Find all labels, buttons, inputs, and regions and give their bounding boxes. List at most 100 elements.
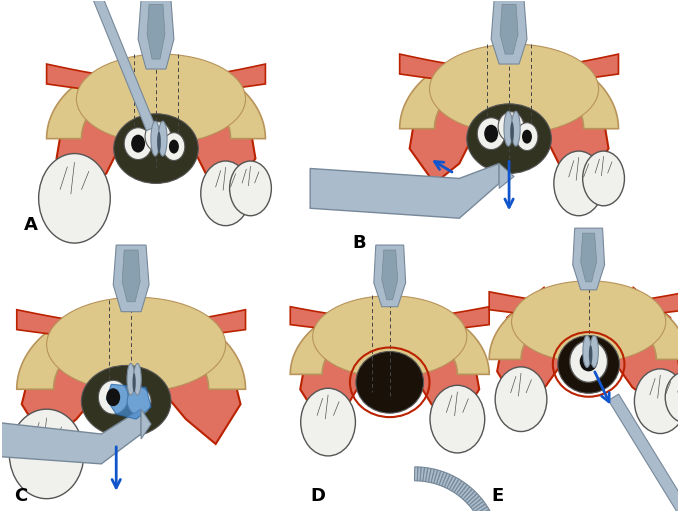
Ellipse shape [158,121,167,156]
Ellipse shape [313,296,466,377]
Ellipse shape [558,335,619,393]
Ellipse shape [583,335,591,368]
Polygon shape [491,0,527,64]
Ellipse shape [145,122,171,152]
Polygon shape [141,409,151,439]
Ellipse shape [430,386,485,453]
Ellipse shape [301,388,356,456]
Polygon shape [47,64,265,94]
Ellipse shape [504,111,513,146]
Ellipse shape [157,132,161,153]
Polygon shape [444,475,453,488]
Polygon shape [439,472,447,486]
Ellipse shape [76,54,245,143]
Polygon shape [431,469,437,483]
Text: A: A [24,216,37,234]
Polygon shape [114,245,149,312]
Text: D: D [310,487,325,505]
Polygon shape [467,494,479,505]
Ellipse shape [133,364,141,395]
Polygon shape [381,250,398,300]
Ellipse shape [39,154,110,243]
Polygon shape [477,509,491,512]
Text: B: B [352,234,366,252]
Ellipse shape [634,369,680,434]
Ellipse shape [590,335,598,368]
Polygon shape [418,467,421,481]
Ellipse shape [510,122,514,143]
Text: E: E [491,487,503,505]
Polygon shape [47,59,265,139]
Polygon shape [458,485,470,498]
Polygon shape [92,0,156,131]
Polygon shape [452,479,462,493]
Polygon shape [437,471,444,485]
Polygon shape [17,305,245,389]
Polygon shape [423,467,428,482]
Polygon shape [434,470,441,484]
Ellipse shape [131,135,145,153]
Polygon shape [544,59,609,183]
Polygon shape [161,315,241,444]
Ellipse shape [133,373,136,392]
Polygon shape [465,492,477,503]
Ellipse shape [511,281,666,362]
Polygon shape [613,288,680,407]
Polygon shape [461,487,472,499]
Ellipse shape [47,297,226,392]
Polygon shape [56,69,121,194]
Polygon shape [147,5,165,59]
Ellipse shape [570,340,607,382]
Ellipse shape [484,125,498,143]
Ellipse shape [430,44,598,134]
Polygon shape [138,0,174,69]
Ellipse shape [163,133,185,161]
Ellipse shape [466,104,551,174]
Polygon shape [290,307,489,333]
Polygon shape [500,5,518,54]
Polygon shape [449,478,459,491]
Polygon shape [456,483,467,496]
Polygon shape [499,163,514,188]
Ellipse shape [589,345,592,364]
Polygon shape [310,163,499,218]
Polygon shape [428,468,435,483]
Ellipse shape [522,130,532,143]
Polygon shape [497,288,565,407]
Polygon shape [300,305,365,424]
Polygon shape [374,245,406,307]
Ellipse shape [665,371,680,423]
Polygon shape [573,228,605,290]
Polygon shape [489,292,680,317]
Polygon shape [414,467,418,481]
Ellipse shape [169,140,179,154]
Ellipse shape [511,111,520,146]
Ellipse shape [505,119,517,135]
Ellipse shape [516,123,538,151]
Ellipse shape [583,151,624,206]
Polygon shape [447,476,456,490]
Text: C: C [14,487,27,505]
Polygon shape [191,69,256,194]
Polygon shape [473,501,486,512]
Ellipse shape [152,129,164,144]
Polygon shape [400,54,619,84]
Polygon shape [17,310,245,339]
Ellipse shape [124,127,152,160]
Polygon shape [22,315,101,444]
Ellipse shape [127,387,151,415]
Polygon shape [609,394,680,512]
Polygon shape [469,496,481,507]
Polygon shape [122,250,140,302]
Polygon shape [426,468,431,482]
Polygon shape [475,507,489,512]
Polygon shape [489,288,680,359]
Polygon shape [106,385,151,419]
Ellipse shape [356,351,424,413]
Ellipse shape [106,388,120,406]
Ellipse shape [498,112,524,142]
Ellipse shape [554,151,604,216]
Polygon shape [420,467,424,481]
Polygon shape [442,473,450,487]
Ellipse shape [82,366,171,437]
